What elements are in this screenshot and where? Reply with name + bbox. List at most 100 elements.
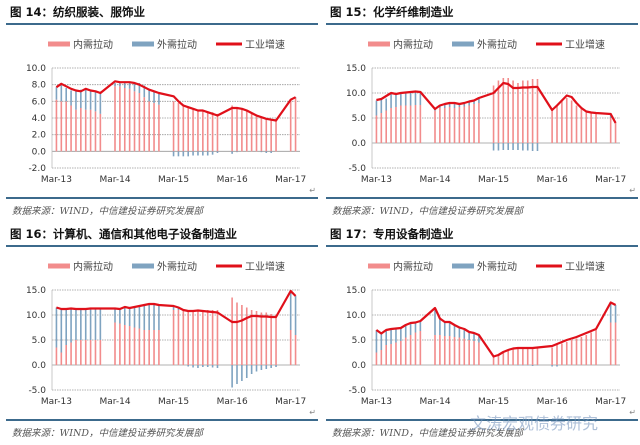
bar-domestic: [60, 101, 63, 152]
bar-domestic: [375, 115, 378, 143]
bar-external: [265, 365, 268, 369]
legend: 内需拉动 外需拉动 工业增速: [48, 38, 285, 51]
bar-domestic: [80, 340, 82, 365]
bar-external: [138, 306, 141, 329]
y-tick-label: 15.0: [346, 64, 366, 74]
bar-external: [404, 93, 407, 106]
bar-domestic: [585, 335, 588, 365]
bar-external: [400, 328, 402, 341]
bar-domestic: [614, 322, 617, 365]
bar-external: [473, 100, 475, 104]
bar-domestic: [182, 104, 185, 152]
bar-external: [473, 333, 475, 341]
title-rule: [6, 245, 318, 247]
bar-external: [409, 324, 412, 335]
y-tick-label: -5.0: [348, 164, 366, 174]
bar-external: [99, 92, 102, 114]
bar-domestic: [182, 310, 185, 365]
bar-external: [153, 91, 155, 103]
y-tick-label: 10.0: [26, 311, 46, 321]
x-tick-label: Mar-17: [275, 397, 306, 407]
bar-domestic: [236, 302, 238, 365]
bar-domestic: [375, 352, 378, 365]
bar-domestic: [148, 330, 150, 365]
bar-external: [255, 365, 258, 372]
bar-domestic: [123, 88, 126, 152]
bar-domestic: [187, 310, 189, 365]
legend-label-external: 外需拉动: [157, 260, 197, 273]
bar-domestic: [575, 338, 578, 365]
source-note: 数据来源：WIND，中信建投证券研究发展部: [12, 428, 203, 439]
bar-external: [522, 143, 524, 151]
bar-external: [375, 100, 378, 116]
bar-domestic: [75, 109, 77, 152]
legend-swatch-external: [452, 41, 474, 47]
bar-external: [463, 102, 466, 107]
bar-domestic: [580, 337, 583, 365]
bar-domestic: [404, 337, 407, 365]
legend-swatch-domestic: [48, 263, 70, 269]
bar-domestic: [197, 109, 199, 152]
bar-domestic: [114, 322, 116, 365]
bar-external: [478, 99, 480, 103]
title-rule: [6, 23, 318, 25]
bar-domestic: [192, 310, 194, 365]
return-mark: ↵: [309, 408, 316, 417]
x-tick-label: Mar-17: [275, 175, 306, 185]
bar-external: [55, 307, 58, 348]
bar-external: [202, 365, 204, 367]
bar-domestic: [380, 113, 383, 143]
bar-domestic: [270, 314, 272, 365]
bar-external: [414, 322, 417, 333]
bar-external: [380, 99, 383, 113]
bar-domestic: [419, 331, 422, 365]
bar-domestic: [590, 113, 592, 143]
bar-external: [502, 143, 505, 150]
bar-domestic: [502, 352, 505, 365]
bar-external: [414, 92, 417, 105]
bar-domestic: [202, 110, 204, 152]
bar-external: [468, 101, 470, 106]
bar-external: [94, 91, 97, 112]
watermark: 文涛宏观债券研究: [470, 414, 599, 433]
y-tick-label: 5.0: [32, 336, 47, 346]
legend-label-industry: 工业增速: [245, 260, 285, 273]
x-tick-label: Mar-16: [217, 397, 248, 407]
bar-external: [148, 304, 150, 330]
bar-external: [453, 325, 456, 337]
legend-item-external: 外需拉动: [452, 260, 517, 273]
bar-external: [434, 308, 436, 335]
bar-domestic: [595, 330, 597, 365]
bar-domestic: [138, 328, 141, 365]
legend-label-industry: 工业增速: [245, 38, 285, 51]
bar-domestic: [241, 108, 243, 152]
bar-external: [197, 365, 199, 368]
bar-domestic: [614, 123, 617, 143]
return-mark: ↵: [629, 186, 636, 195]
bar-external: [526, 365, 529, 366]
source-rule: [326, 419, 638, 421]
bar-external: [458, 327, 461, 338]
legend-item-industry: 工业增速: [216, 38, 285, 51]
bar-domestic: [463, 106, 466, 143]
bar-domestic: [522, 80, 524, 143]
bar-external: [395, 328, 397, 343]
bar-external: [172, 151, 175, 157]
bar-domestic: [478, 103, 480, 143]
bar-domestic: [197, 310, 199, 365]
x-tick-label: Mar-15: [478, 397, 509, 407]
chart-panel-16: 图 16：计算机、通信和其他电子设备制造业 内需拉动 外需拉动 工业增速 15.0 10…: [2, 222, 318, 444]
bar-domestic: [526, 80, 529, 143]
x-tick-label: Mar-16: [537, 175, 568, 185]
bar-domestic: [70, 105, 72, 152]
bar-external: [400, 93, 402, 106]
bar-domestic: [385, 110, 387, 143]
bar-domestic: [289, 99, 292, 152]
bar-domestic: [143, 330, 146, 365]
bar-domestic: [565, 342, 568, 365]
bar-external: [468, 332, 470, 340]
y-tick-label: -2.0: [28, 164, 46, 174]
legend-swatch-industry: [216, 42, 242, 46]
x-tick-label: Mar-15: [478, 175, 509, 185]
bar-external: [275, 365, 277, 367]
